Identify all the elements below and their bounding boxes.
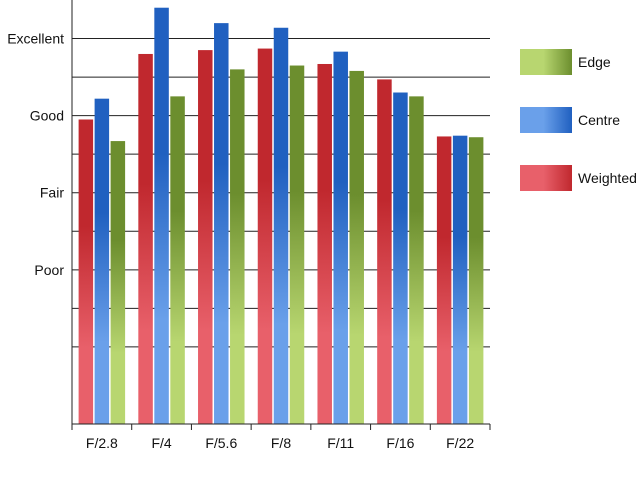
bar-weighted-4 — [317, 63, 332, 425]
bar-weighted-1 — [138, 53, 153, 425]
bar-edge-2 — [230, 69, 245, 424]
bar-centre-4 — [333, 51, 348, 424]
bar-weighted-3 — [257, 48, 273, 425]
x-tick-label: F/4 — [151, 435, 171, 451]
bar-edge-4 — [349, 70, 364, 424]
bar-weighted-5 — [377, 79, 392, 425]
x-tick-label: F/11 — [327, 435, 354, 451]
y-tick-label: Fair — [40, 185, 64, 201]
y-tick-label: Excellent — [7, 31, 64, 47]
bar-weighted-2 — [198, 50, 213, 424]
bar-edge-6 — [468, 137, 484, 425]
legend-label-centre: Centre — [578, 112, 620, 128]
bar-edge-1 — [170, 96, 185, 424]
x-tick-labels: F/2.8 F/4 F/5.6 F/8 F/11 F/16 F/22 — [86, 435, 474, 451]
bar-edge-5 — [409, 96, 424, 424]
x-tick-label: F/16 — [386, 435, 414, 451]
legend-swatch-weighted — [520, 165, 572, 191]
legend-swatch-edge — [520, 49, 572, 75]
bar-centre-6 — [452, 135, 468, 424]
legend: Edge Centre Weighted — [520, 49, 637, 191]
x-tick-label: F/8 — [271, 435, 291, 451]
x-tick-label: F/5.6 — [205, 435, 237, 451]
x-tick-label: F/2.8 — [86, 435, 118, 451]
y-tick-label: Poor — [34, 262, 64, 278]
legend-label-edge: Edge — [578, 54, 611, 70]
bar-centre-1 — [154, 7, 169, 425]
bar-weighted-6 — [436, 136, 452, 424]
x-tick-label: F/22 — [446, 435, 474, 451]
y-tick-labels: Poor Fair Good Excellent — [7, 31, 64, 278]
bar-edge-0 — [110, 141, 126, 425]
legend-label-weighted: Weighted — [578, 170, 637, 186]
axes — [71, 0, 491, 430]
bar-centre-0 — [94, 98, 110, 424]
bar-weighted-0 — [78, 119, 94, 424]
bar-centre-5 — [393, 92, 408, 424]
bar-centre-2 — [214, 23, 229, 425]
y-tick-label: Good — [30, 108, 64, 124]
bar-edge-3 — [289, 65, 305, 424]
legend-swatch-centre — [520, 107, 572, 133]
bar-centre-3 — [273, 27, 289, 425]
bars — [78, 7, 484, 425]
